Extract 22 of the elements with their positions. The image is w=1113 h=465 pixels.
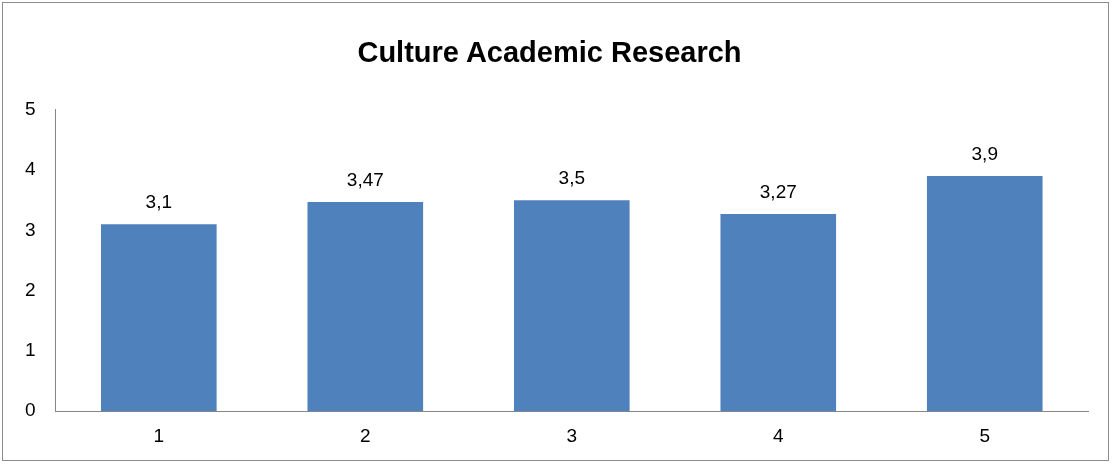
data-label: 3,27 bbox=[759, 180, 797, 202]
data-label: 3,9 bbox=[971, 142, 998, 164]
data-label: 3,5 bbox=[558, 166, 585, 188]
y-tick-label: 3 bbox=[24, 218, 36, 240]
data-label: 3,47 bbox=[346, 168, 384, 190]
chart-title: Culture Academic Research bbox=[357, 36, 742, 69]
bar bbox=[926, 176, 1043, 412]
x-tick-label: 2 bbox=[360, 424, 371, 446]
y-tick-label: 0 bbox=[24, 399, 36, 421]
x-tick-label: 5 bbox=[979, 424, 991, 446]
bar bbox=[720, 214, 837, 412]
x-tick-label: 4 bbox=[772, 424, 784, 446]
data-label: 3,1 bbox=[145, 191, 173, 213]
y-tick-label: 2 bbox=[24, 278, 36, 300]
y-tick-label: 1 bbox=[24, 339, 36, 361]
x-tick-label: 3 bbox=[566, 424, 578, 446]
bar bbox=[307, 202, 424, 412]
y-tick-label: 5 bbox=[24, 98, 36, 120]
y-tick-label: 4 bbox=[24, 158, 36, 180]
bar bbox=[513, 200, 630, 412]
x-tick-label: 1 bbox=[153, 424, 165, 446]
bar bbox=[100, 224, 217, 412]
